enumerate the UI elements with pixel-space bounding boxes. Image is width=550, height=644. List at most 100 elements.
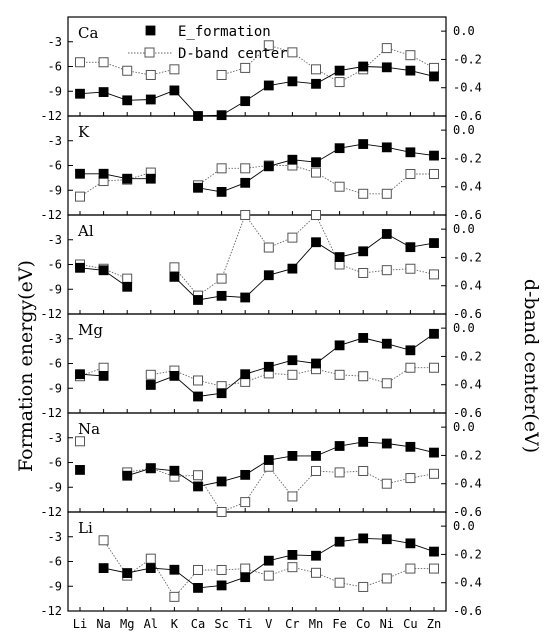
point-e-formation-k-zn (429, 150, 439, 161)
point-d-band-al-sc (216, 273, 227, 284)
y-left-tick-label: -3 (48, 332, 62, 346)
point-e-formation-li-al (145, 563, 156, 573)
point-d-band-mg-co (358, 371, 369, 382)
y-right-tick-label: -0.6 (453, 109, 482, 123)
point-e-formation-na-fe (334, 441, 345, 451)
point-e-formation-k-sc (216, 186, 227, 197)
x-tick-label-fe: Fe (332, 617, 346, 631)
point-e-formation-li-ti (240, 572, 251, 583)
point-e-formation-mg-ca (193, 391, 203, 402)
point-e-formation-al-ca (193, 295, 203, 305)
point-e-formation-na-mg (122, 470, 133, 481)
point-e-formation-na-al (145, 463, 156, 474)
point-e-formation-al-fe (334, 252, 345, 262)
y-right-tick-label: -0.6 (453, 406, 482, 420)
point-e-formation-al-k (169, 271, 180, 282)
y-right-tick-label: -0.2 (453, 349, 482, 363)
point-e-formation-na-ti (240, 469, 251, 480)
point-d-band-k-sc (216, 163, 227, 174)
y-left-tick-label: -9 (48, 579, 62, 593)
series-line-e-formation-al (79, 233, 435, 301)
series-line-e-formation-ca (79, 66, 435, 117)
point-d-band-ca-mg (122, 65, 133, 76)
y-left-tick-label: -6 (48, 159, 62, 173)
y-left-tick-label: -12 (40, 505, 62, 519)
point-d-band-na-co (358, 465, 369, 476)
point-d-band-mg-ni (381, 378, 392, 389)
y-right-tick-label: 0.0 (453, 24, 475, 38)
point-e-formation-ca-cr (287, 76, 298, 87)
point-d-band-ca-cu (405, 50, 416, 61)
point-d-band-k-fe (334, 181, 345, 192)
y-right-tick-label: 0.0 (453, 321, 475, 335)
point-d-band-k-cu (405, 168, 416, 179)
y-left-tick-label: -9 (48, 183, 62, 197)
point-d-band-li-v (263, 570, 274, 581)
point-e-formation-al-ni (381, 229, 392, 239)
y-left-tick-label: -9 (48, 381, 62, 395)
point-e-formation-mg-sc (216, 388, 227, 399)
point-e-formation-k-fe (334, 143, 345, 154)
x-tick-label-v: V (265, 617, 272, 631)
point-d-band-ca-sc (216, 69, 227, 80)
y-left-tick-label: -3 (48, 35, 62, 49)
point-e-formation-li-co (358, 533, 369, 544)
point-d-band-li-ni (381, 573, 392, 584)
point-e-formation-na-cu (405, 441, 416, 452)
point-e-formation-k-co (358, 139, 369, 149)
panel-label-li: Li (78, 519, 93, 537)
point-d-band-k-co (358, 188, 369, 199)
point-e-formation-ca-mn (311, 78, 321, 89)
point-d-band-mg-ca (193, 375, 203, 386)
point-d-band-ca-li (75, 57, 85, 68)
point-d-band-k-li (75, 191, 85, 202)
panel-frame-mg (67, 313, 447, 414)
point-d-band-na-mn (311, 465, 321, 476)
point-e-formation-ca-ni (381, 62, 392, 73)
point-e-formation-mg-ni (381, 338, 392, 349)
point-e-formation-li-ca (193, 583, 203, 593)
point-e-formation-ca-v (263, 80, 274, 91)
y-left-tick-label: -12 (40, 406, 62, 420)
point-d-band-ca-ni (381, 43, 392, 54)
point-d-band-na-li (75, 436, 85, 447)
point-e-formation-al-li (75, 262, 85, 273)
point-d-band-li-zn (429, 563, 439, 574)
point-e-formation-mg-v (263, 361, 274, 372)
point-e-formation-li-ni (381, 534, 392, 545)
point-e-formation-k-mn (311, 157, 321, 168)
x-tick-label-co: Co (356, 617, 370, 631)
point-e-formation-na-co (358, 436, 369, 447)
point-e-formation-mg-co (358, 333, 369, 343)
y-right-tick-label: 0.0 (453, 519, 475, 533)
point-e-formation-na-li (75, 465, 85, 475)
point-e-formation-mg-zn (429, 328, 439, 339)
x-tick-label-ni: Ni (380, 617, 394, 631)
point-d-band-al-mn (311, 210, 321, 220)
y-left-tick-label: -3 (48, 431, 62, 445)
y-left-tick-label: -3 (48, 134, 62, 148)
x-tick-label-mg: Mg (120, 617, 134, 631)
point-e-formation-mg-li (75, 369, 85, 380)
point-e-formation-na-k (169, 465, 180, 476)
point-d-band-na-cr (287, 491, 298, 502)
panel-frame-k (67, 115, 447, 216)
point-d-band-li-co (358, 581, 369, 592)
y-left-tick-label: -6 (48, 60, 62, 74)
x-tick-label-ca: Ca (191, 617, 205, 631)
point-d-band-al-zn (429, 269, 439, 280)
point-d-band-al-mg (122, 273, 133, 284)
point-d-band-mg-na (98, 362, 109, 373)
legend: E_formation D-band center (128, 24, 288, 62)
x-tick-label-ti: Ti (238, 617, 252, 631)
point-d-band-na-sc (216, 507, 227, 517)
y-left-tick-label: -12 (40, 604, 62, 618)
y-right-tick-label: -0.6 (453, 307, 482, 321)
point-d-band-ca-mn (311, 64, 321, 75)
point-e-formation-li-cu (405, 538, 416, 549)
point-d-band-ca-k (169, 64, 180, 75)
point-d-band-al-ni (381, 265, 392, 276)
point-d-band-al-co (358, 267, 369, 278)
x-tick-label-li: Li (73, 617, 87, 631)
